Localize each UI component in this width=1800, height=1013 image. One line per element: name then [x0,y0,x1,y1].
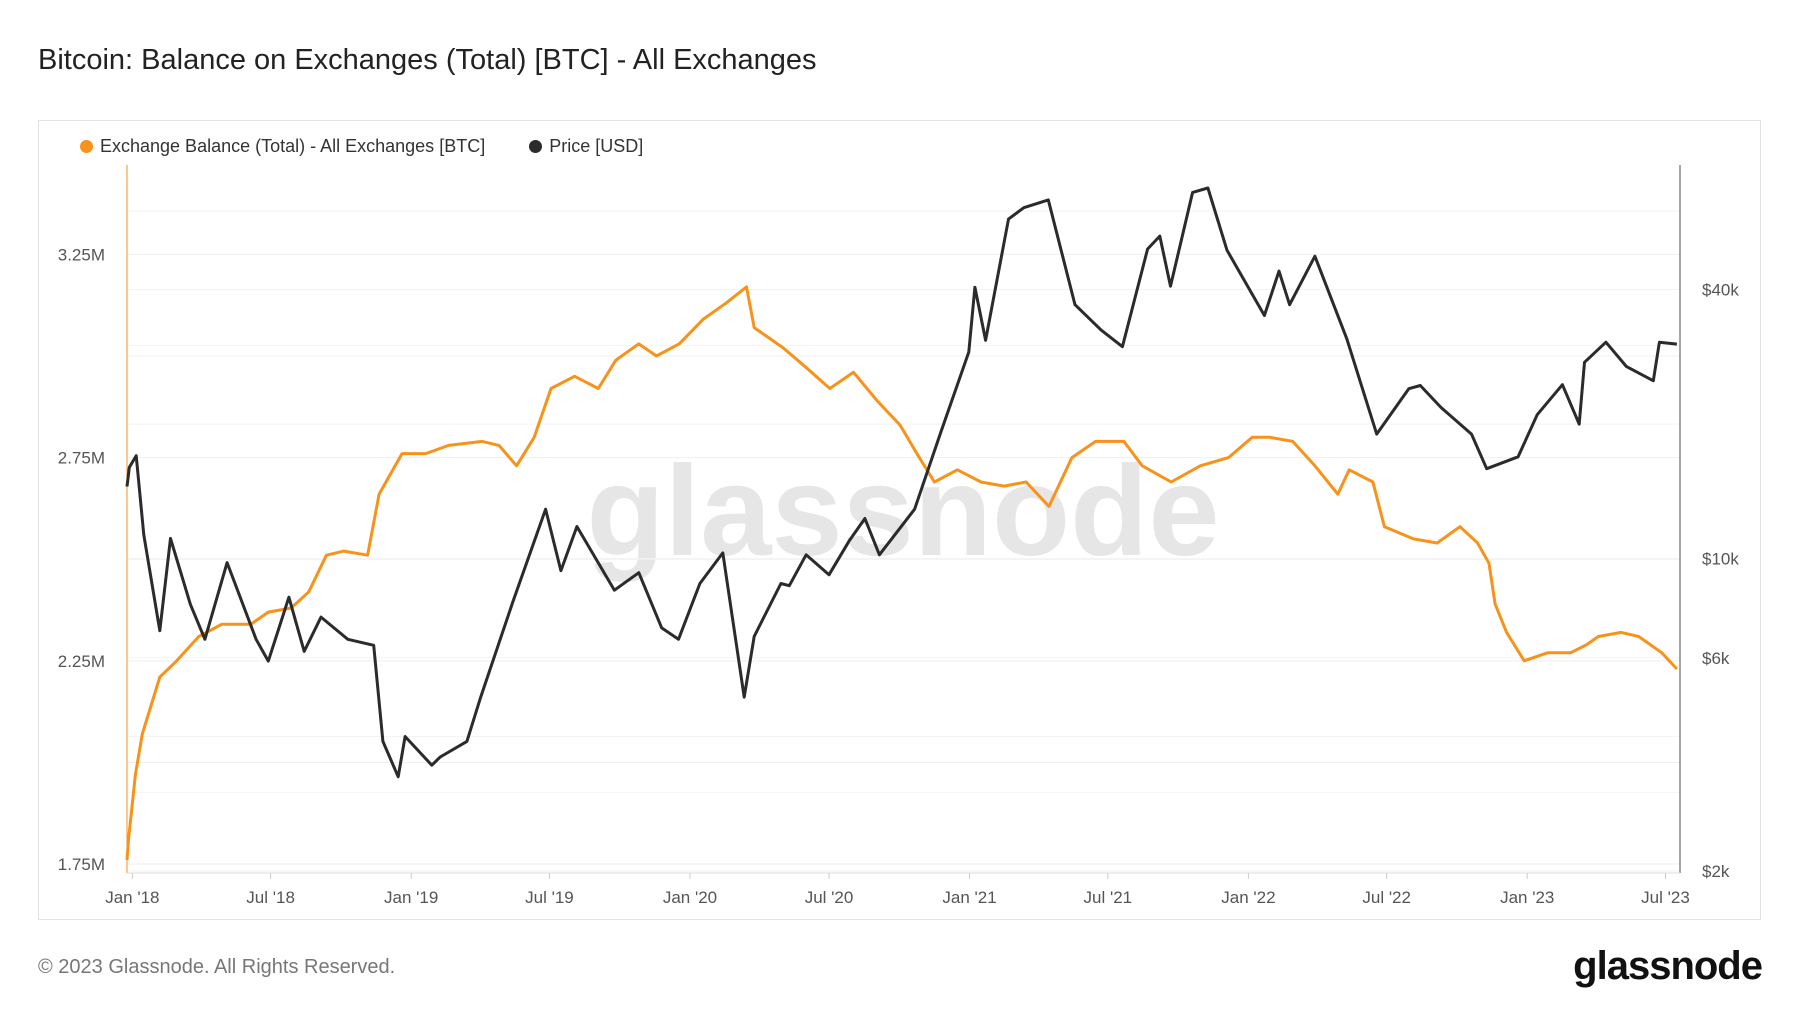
chart-frame [38,120,1761,920]
dot-icon [80,140,93,153]
legend-item-price[interactable]: Price [USD] [529,136,643,157]
x-tick-label: Jul '22 [1362,888,1411,907]
x-tick-label: Jan '21 [942,888,996,907]
y-right-tick-label: $10k [1702,550,1739,569]
y-left-tick-label: 3.25M [58,245,105,264]
x-tick-label: Jan '22 [1221,888,1275,907]
x-tick-label: Jan '20 [663,888,717,907]
x-tick-label: Jan '19 [384,888,438,907]
watermark: glassnode [586,440,1219,583]
legend-item-balance[interactable]: Exchange Balance (Total) - All Exchanges… [80,136,485,157]
x-tick-label: Jul '21 [1084,888,1133,907]
x-tick-label: Jul '20 [805,888,854,907]
series-lines [125,186,1678,861]
legend-label: Price [USD] [549,136,644,156]
y-left-tick-label: 1.75M [58,855,105,874]
y-left-tick-label: 2.75M [58,449,105,468]
gridlines [127,210,1680,872]
y-right-tick-label: $2k [1702,862,1730,881]
axes: 1.75M 2.25M 2.75M 3.25M $2k $6k $10k $40k Jan '1… [58,165,1739,907]
balance-line [125,285,1678,861]
price-line [125,186,1678,779]
y-right-tick-label: $6k [1702,649,1730,668]
chart-title: Bitcoin: Balance on Exchanges (Total) [B… [38,44,817,76]
y-right-tick-label: $40k [1702,281,1739,300]
x-tick-label: Jan '18 [105,888,159,907]
dot-icon [529,140,543,153]
y-left-tick-label: 2.25M [58,652,105,671]
copyright: © 2023 Glassnode. All Rights Reserved. [38,956,396,978]
legend: Exchange Balance (Total) - All Exchanges… [80,136,643,157]
x-tick-label: Jul '18 [246,888,295,907]
legend-label: Exchange Balance (Total) - All Exchanges… [100,136,486,156]
x-tick-label: Jul '19 [525,888,574,907]
x-tick-label: Jan '23 [1500,888,1554,907]
x-tick-label: Jul '23 [1641,888,1690,907]
glassnode-logo[interactable]: glassnode [1573,944,1763,988]
